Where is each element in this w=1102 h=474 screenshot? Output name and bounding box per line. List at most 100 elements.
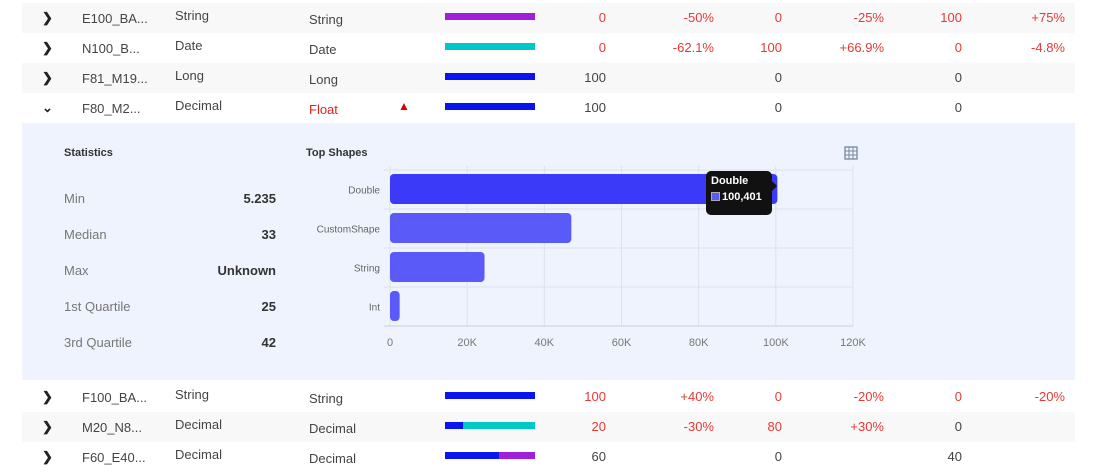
x-tick-label: 40K [535, 337, 555, 349]
value-cell: +30% [850, 419, 884, 434]
x-tick-label: 80K [689, 337, 709, 349]
column-name: M20_N8... [82, 420, 142, 435]
bar-segment [463, 422, 535, 429]
value-cell: -20% [853, 389, 884, 404]
inferred-type: Long [309, 72, 338, 87]
table-row[interactable]: ❯ E100_BA... String String 0 -50% 0 -25% 100 +… [22, 3, 1075, 33]
column-name: F81_M19... [82, 71, 148, 86]
distribution-bar [445, 452, 535, 459]
inferred-type: Date [309, 42, 337, 57]
value-cell: 0 [774, 70, 782, 85]
value-cell: 0 [774, 10, 782, 25]
distribution-bar [445, 43, 535, 50]
y-tick-label: CustomShape [317, 225, 381, 236]
distribution-bar [445, 13, 535, 20]
distribution-bar [445, 73, 535, 80]
inferred-type: Decimal [309, 421, 356, 436]
x-tick-label: 120K [840, 337, 866, 349]
value-cell: 0 [598, 10, 606, 25]
value-cell: +66.9% [839, 40, 884, 55]
bar-customshape [390, 213, 572, 243]
stat-label: Min [64, 191, 85, 206]
table-row[interactable]: ⌄ F80_M2... Decimal Float ▲ 100 0 0 [22, 93, 1075, 123]
bar-double [390, 174, 778, 204]
bar-string [390, 252, 485, 282]
column-name: F100_BA... [82, 390, 148, 405]
bar-segment [445, 422, 463, 429]
warning-icon: ▲ [398, 99, 410, 113]
declared-type: Long [175, 68, 204, 83]
column-name: F80_M2... [82, 101, 141, 116]
value-cell: -4.8% [1031, 40, 1065, 55]
value-cell: 0 [954, 70, 962, 85]
chevron-right-icon[interactable]: ❯ [42, 449, 53, 464]
column-name: F60_E40... [82, 450, 146, 465]
value-cell: 0 [774, 389, 782, 404]
table-row[interactable]: ❯ F81_M19... Long Long 100 0 0 [22, 63, 1075, 93]
value-cell: -25% [853, 10, 884, 25]
tooltip-category: Double [711, 175, 749, 187]
value-cell: 0 [774, 449, 782, 464]
distribution-bar [445, 422, 535, 429]
stat-value: 5.235 [243, 191, 276, 206]
declared-type: Decimal [175, 98, 222, 113]
y-tick-label: Int [369, 303, 380, 314]
bar-segment [445, 73, 535, 80]
stat-value: 33 [261, 227, 276, 242]
x-tick-label: 100K [763, 337, 789, 349]
grid-table-icon[interactable] [844, 146, 858, 160]
value-cell: 0 [954, 419, 962, 434]
bar-segment [445, 13, 535, 20]
y-tick-label: Double [348, 186, 380, 197]
bar-segment [445, 452, 499, 459]
inferred-type: String [309, 391, 343, 406]
table-row[interactable]: ❯ M20_N8... Decimal Decimal 20 -30% 80 +30% 0 [22, 412, 1075, 442]
declared-type: Decimal [175, 417, 222, 432]
tooltip-swatch [711, 192, 720, 201]
chart-title: Top Shapes [306, 147, 368, 159]
bar-segment [445, 103, 535, 110]
value-cell: 100 [760, 40, 782, 55]
value-cell: 20 [591, 419, 606, 434]
value-cell: 0 [954, 100, 962, 115]
value-cell: -30% [683, 419, 714, 434]
chevron-right-icon[interactable]: ❯ [42, 40, 53, 55]
stat-value: Unknown [217, 263, 277, 278]
chevron-right-icon[interactable]: ❯ [42, 389, 53, 404]
table-row[interactable]: ❯ F100_BA... String String 100 +40% 0 -20% 0 -… [22, 382, 1075, 412]
table-row[interactable]: ❯ F60_E40... Decimal Decimal 60 0 40 [22, 442, 1075, 472]
stat-label: Median [64, 227, 107, 242]
value-cell: -20% [1034, 389, 1065, 404]
bar-segment [499, 452, 535, 459]
column-name: N100_B... [82, 41, 140, 56]
x-tick-label: 20K [457, 337, 477, 349]
stat-label: 1st Quartile [64, 299, 131, 314]
value-cell: 60 [591, 449, 606, 464]
chevron-down-icon[interactable]: ⌄ [42, 100, 53, 115]
tooltip-value: 100,401 [722, 191, 762, 203]
value-cell: -50% [683, 10, 714, 25]
value-cell: 100 [584, 70, 606, 85]
chevron-right-icon[interactable]: ❯ [42, 70, 53, 85]
inferred-type: String [309, 12, 343, 27]
value-cell: 0 [954, 40, 962, 55]
bar-segment [445, 43, 535, 50]
table-row[interactable]: ❯ N100_B... Date Date 0 -62.1% 100 +66.9% 0 -4… [22, 33, 1075, 63]
chevron-right-icon[interactable]: ❯ [42, 10, 53, 25]
inferred-type: Float [309, 102, 338, 117]
value-cell: +40% [680, 389, 714, 404]
chevron-right-icon[interactable]: ❯ [42, 419, 53, 434]
stat-label: 3rd Quartile [64, 335, 132, 350]
declared-type: String [175, 387, 209, 402]
statistics-title: Statistics [64, 147, 113, 159]
y-tick-label: String [354, 264, 380, 275]
inferred-type: Decimal [309, 451, 356, 466]
value-cell: +75% [1031, 10, 1065, 25]
distribution-bar [445, 103, 535, 110]
chart-tooltip: Double 100,401 [706, 171, 777, 215]
value-cell: 100 [584, 100, 606, 115]
value-cell: 100 [584, 389, 606, 404]
value-cell: 0 [954, 389, 962, 404]
stat-value: 25 [261, 299, 276, 314]
